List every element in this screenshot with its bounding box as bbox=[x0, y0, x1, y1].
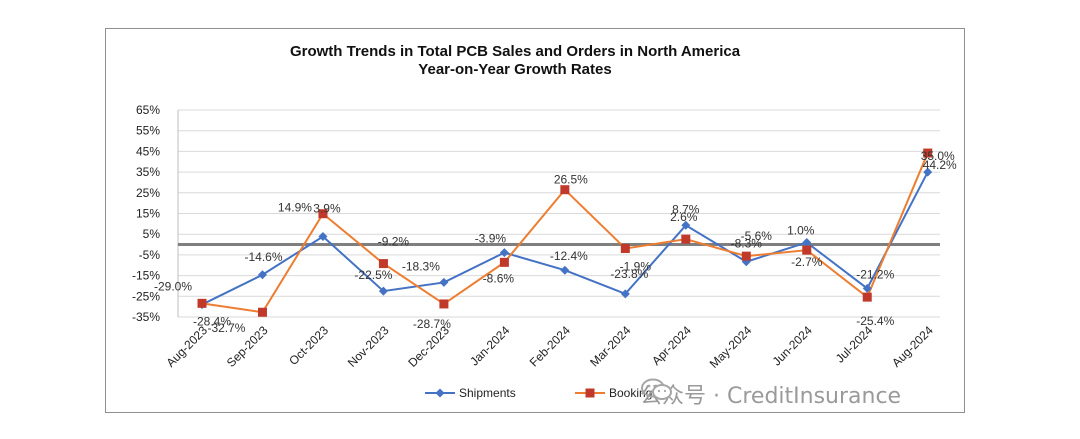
shipments-data-label: -18.3% bbox=[402, 259, 440, 273]
bookings-data-label: -28.7% bbox=[413, 317, 451, 331]
watermark-text: 公众号 · CreditInsurance bbox=[640, 384, 902, 409]
bookings-data-label: -9.2% bbox=[378, 235, 410, 249]
bookings-point bbox=[923, 148, 933, 158]
shipments-point bbox=[499, 248, 509, 258]
shipments-point bbox=[681, 220, 691, 230]
legend-label-bookings: Bookings bbox=[609, 386, 658, 400]
bookings-point bbox=[318, 209, 328, 219]
bookings-point bbox=[681, 234, 691, 244]
x-tick-label: Jun-2024 bbox=[770, 323, 816, 369]
shipments-data-label: -12.4% bbox=[550, 249, 588, 263]
shipments-point bbox=[802, 237, 812, 247]
shipments-point bbox=[318, 231, 328, 241]
bookings-point bbox=[620, 243, 630, 253]
x-tick-label: Apr-2024 bbox=[649, 323, 694, 368]
y-tick-label: -5% bbox=[139, 248, 161, 262]
shipments-data-label: -22.5% bbox=[354, 268, 392, 282]
y-tick-label: 35% bbox=[136, 165, 160, 179]
shipments-data-label: 8.7% bbox=[672, 202, 700, 216]
bookings-point bbox=[862, 292, 872, 302]
shipments-point bbox=[560, 265, 570, 275]
bookings-point bbox=[741, 251, 751, 261]
bookings-data-label: -1.9% bbox=[620, 259, 652, 273]
shipments-data-label: -21.2% bbox=[856, 267, 894, 281]
shipments-point bbox=[862, 283, 872, 293]
bookings-data-label: -8.6% bbox=[483, 271, 515, 285]
shipments-data-label: -14.6% bbox=[244, 250, 282, 264]
x-tick-label: Mar-2024 bbox=[587, 323, 633, 369]
y-tick-label: 25% bbox=[136, 186, 160, 200]
shipments-data-label: -29.0% bbox=[154, 280, 192, 294]
y-tick-label: -25% bbox=[132, 289, 160, 303]
bookings-data-label: 26.5% bbox=[554, 173, 588, 187]
bookings-data-label: -5.6% bbox=[741, 229, 773, 243]
shipments-data-label: -3.9% bbox=[475, 232, 507, 246]
x-tick-label: Oct-2023 bbox=[286, 323, 331, 368]
shipments-data-label: -8.3% bbox=[731, 237, 763, 251]
bookings-point bbox=[197, 298, 207, 308]
shipments-data-label: 35.0% bbox=[921, 149, 955, 163]
y-tick-label: -35% bbox=[132, 310, 160, 324]
shipments-point bbox=[257, 270, 267, 280]
watermark: 公众号 · CreditInsurance bbox=[640, 378, 901, 410]
y-tick-label: 55% bbox=[136, 124, 160, 138]
shipments-data-label: 1.0% bbox=[787, 223, 815, 237]
wechat-logo-icon bbox=[641, 378, 672, 400]
shipments-data-label: 3.9% bbox=[313, 201, 341, 215]
bookings-point bbox=[257, 307, 267, 317]
shipments-point bbox=[378, 286, 388, 296]
shipments-point bbox=[439, 277, 449, 287]
bookings-data-label: -32.7% bbox=[207, 321, 245, 335]
bookings-point bbox=[560, 185, 570, 195]
x-tick-label: Aug-2024 bbox=[889, 323, 936, 370]
bookings-data-label: 44.2% bbox=[923, 158, 957, 172]
shipments-point bbox=[923, 167, 933, 177]
chart-title-line-1: Growth Trends in Total PCB Sales and Ord… bbox=[290, 43, 741, 60]
y-tick-label: 45% bbox=[136, 144, 160, 158]
y-tick-label: 15% bbox=[136, 207, 160, 221]
bookings-point bbox=[378, 259, 388, 269]
x-tick-label: Jan-2024 bbox=[467, 323, 513, 369]
x-tick-label: Feb-2024 bbox=[527, 323, 573, 369]
chart-frame bbox=[105, 28, 965, 413]
y-tick-label: 5% bbox=[143, 227, 161, 241]
x-tick-label: Nov-2023 bbox=[345, 323, 392, 370]
legend-marker-bookings bbox=[585, 388, 595, 398]
bookings-point bbox=[499, 257, 509, 267]
bookings-data-label: 2.6% bbox=[670, 210, 698, 224]
bookings-data-label: 14.9% bbox=[278, 201, 312, 215]
bookings-data-label: -2.7% bbox=[791, 255, 823, 269]
legend-marker-shipments bbox=[435, 388, 445, 398]
shipments-data-label: -23.8% bbox=[610, 267, 648, 281]
x-tick-label: May-2024 bbox=[707, 323, 755, 371]
bookings-data-label: -25.4% bbox=[856, 314, 894, 328]
x-tick-label: Jul-2024 bbox=[833, 323, 876, 366]
bookings-point bbox=[802, 245, 812, 255]
x-tick-label: Aug-2023 bbox=[163, 323, 210, 370]
shipments-point bbox=[620, 289, 630, 299]
bookings-data-label: -28.4% bbox=[193, 314, 231, 328]
chart-title-line-2: Year-on-Year Growth Rates bbox=[418, 61, 611, 78]
bookings-point bbox=[439, 299, 449, 309]
y-tick-label: 65% bbox=[136, 103, 160, 117]
y-tick-label: -15% bbox=[132, 269, 160, 283]
legend-label-shipments: Shipments bbox=[459, 386, 516, 400]
